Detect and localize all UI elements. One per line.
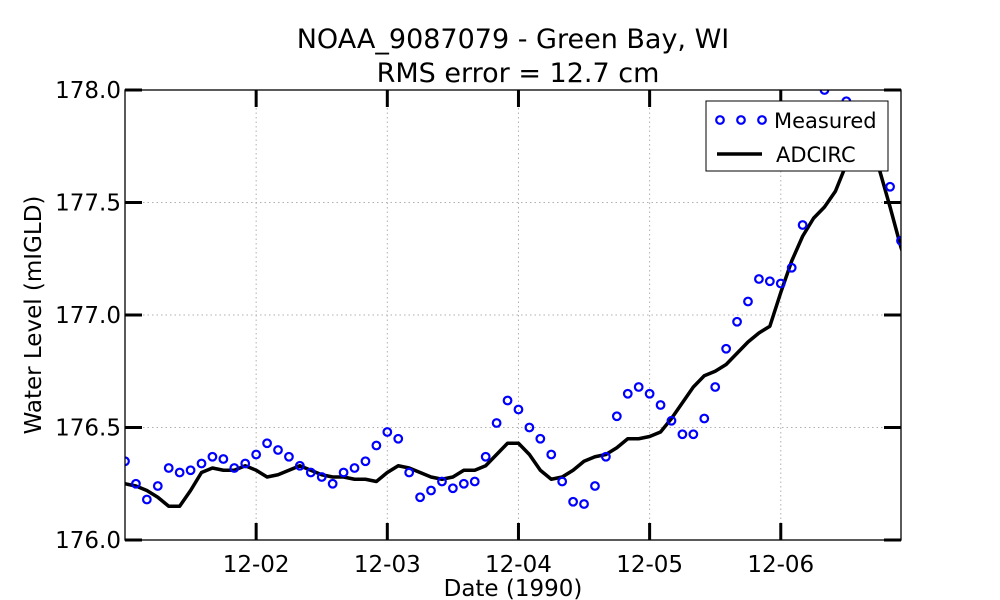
y-tick-label: 176.5: [55, 416, 121, 442]
y-tick-label: 176.0: [55, 528, 121, 554]
y-axis-label: Water Level (mIGLD): [21, 196, 47, 435]
measured-point: [404, 467, 415, 478]
measured-point: [896, 235, 901, 246]
x-tick-label: 12-06: [747, 552, 814, 578]
measured-point: [721, 343, 732, 354]
measured-point: [393, 433, 404, 444]
measured-point: [163, 463, 174, 473]
plot-series: [125, 90, 901, 509]
measured-point: [764, 276, 775, 287]
measured-point: [655, 400, 666, 410]
measured-point: [677, 429, 688, 440]
measured-point: [327, 478, 338, 489]
measured-point: [174, 467, 185, 478]
measured-point: [743, 296, 753, 307]
measured-point: [590, 481, 600, 491]
legend-measured-label: Measured: [774, 109, 877, 133]
measured-point: [218, 454, 229, 464]
chart-title-line-1: NOAA_9087079 - Green Bay, WI: [297, 24, 730, 55]
measured-point: [229, 463, 240, 473]
legend-adcirc-label: ADCIRC: [776, 143, 856, 167]
y-tick-label: 178.0: [55, 78, 121, 104]
x-axis-label: Date (1990): [444, 576, 583, 600]
measured-point: [360, 456, 371, 467]
y-tick-label: 177.5: [55, 191, 121, 217]
y-tick-label: 177.0: [55, 303, 121, 329]
measured-point: [371, 440, 382, 451]
x-tick-label: 12-04: [485, 552, 552, 578]
measured-point: [152, 481, 163, 491]
measured-point: [294, 460, 305, 471]
measured-point: [349, 463, 360, 473]
measured-point: [579, 499, 589, 509]
measured-point: [316, 472, 327, 482]
measured-point: [710, 382, 721, 392]
measured-point: [819, 90, 830, 95]
measured-point: [797, 220, 808, 230]
measured-point: [131, 478, 141, 489]
measured-point: [666, 415, 677, 426]
measured-point: [447, 483, 458, 494]
measured-point: [338, 467, 349, 478]
measured-point: [415, 492, 426, 503]
measured-point: [611, 411, 622, 422]
measured-point: [524, 422, 535, 433]
measured-point: [535, 433, 546, 444]
legend: Measured ADCIRC: [705, 100, 889, 172]
measured-point: [786, 262, 797, 273]
measured-point: [251, 449, 262, 460]
measured-point: [196, 458, 207, 469]
measured-point: [262, 438, 272, 449]
measured-point: [568, 496, 579, 507]
measured-point: [622, 388, 633, 399]
measured-point: [141, 494, 152, 505]
measured-point: [513, 404, 524, 415]
measured-point: [125, 456, 130, 467]
measured-point: [644, 388, 655, 399]
measured-point: [458, 478, 469, 489]
measured-point: [284, 451, 294, 462]
measured-point: [546, 449, 557, 460]
measured-point: [437, 476, 447, 487]
measured-point: [688, 429, 699, 440]
measured-point: [491, 418, 502, 428]
measured-point: [601, 451, 611, 462]
measured-point: [469, 476, 480, 487]
measured-point: [273, 445, 283, 455]
x-tick-label: 12-05: [616, 552, 683, 578]
measured-point: [754, 274, 764, 284]
measured-point: [775, 278, 786, 289]
measured-point: [382, 427, 393, 437]
measured-point: [480, 451, 491, 462]
measured-point: [557, 476, 568, 487]
measured-point: [185, 465, 196, 476]
legend-box: [705, 100, 889, 172]
x-tick-label: 12-03: [354, 552, 421, 578]
measured-point: [885, 181, 895, 192]
measured-point: [633, 382, 644, 392]
measured-point: [732, 316, 742, 327]
measured-point: [426, 485, 436, 496]
measured-point: [240, 458, 251, 469]
measured-point: [699, 413, 710, 424]
measured-point: [305, 467, 316, 478]
measured-point: [502, 395, 513, 406]
legend-measured-marker: [715, 115, 767, 125]
axis-ticks: 176.0 176.5 177.0 177.5 178.0 12-02 12-03 12-04…: [55, 78, 901, 578]
x-tick-label: 12-02: [223, 552, 290, 578]
chart-title-line-2: RMS error = 12.7 cm: [377, 58, 660, 89]
grid-lines: [125, 90, 901, 540]
adcirc-series-line: [125, 144, 901, 508]
measured-point: [207, 451, 218, 462]
